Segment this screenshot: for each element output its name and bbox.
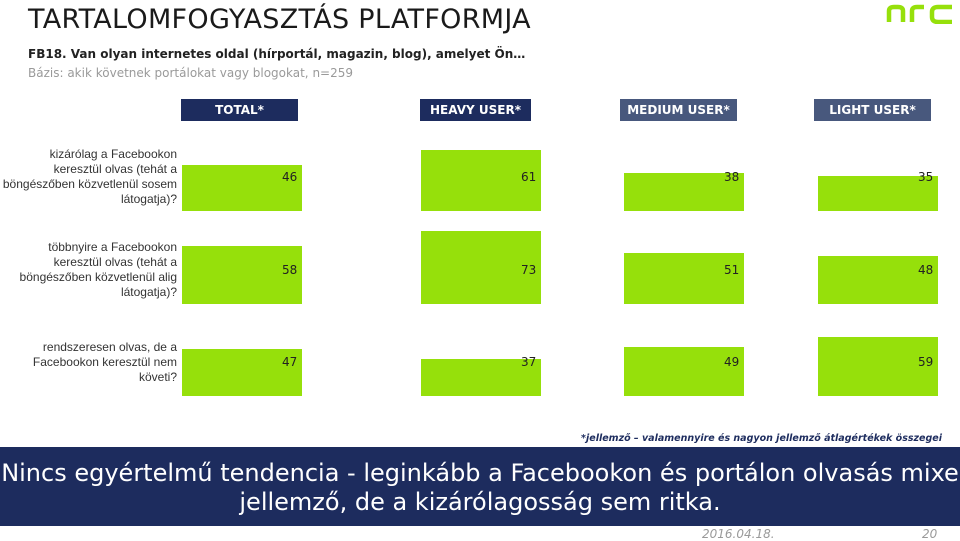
bar-2-3 <box>818 337 938 396</box>
value-label-0-1: 61 <box>521 170 537 184</box>
value-label-2-2: 49 <box>724 355 740 369</box>
column-header-0: TOTAL* <box>181 99 298 121</box>
bar-2-1 <box>421 359 541 396</box>
bar-1-0 <box>182 246 302 304</box>
column-header-1: HEAVY USER* <box>420 99 531 121</box>
row-label-2: rendszeresen olvas, de a Facebookon kere… <box>32 339 177 384</box>
page-number: 20 <box>922 527 938 541</box>
conclusion-banner: Nincs egyértelmű tendencia - leginkább a… <box>0 447 960 526</box>
bar-2-0 <box>182 349 302 396</box>
value-label-2-3: 59 <box>918 355 934 369</box>
nrc-logo: nrc <box>886 4 952 24</box>
bar-0-1 <box>421 150 541 211</box>
value-label-0-2: 38 <box>724 170 740 184</box>
bar-1-3 <box>818 256 938 304</box>
bar-0-3 <box>818 176 938 211</box>
column-header-2: MEDIUM USER* <box>620 99 737 121</box>
bar-0-2 <box>624 173 744 211</box>
value-label-2-0: 47 <box>282 355 298 369</box>
value-label-0-3: 35 <box>918 170 934 184</box>
date: 2016.04.18. <box>702 527 775 541</box>
value-label-1-2: 51 <box>724 263 740 277</box>
value-label-1-1: 73 <box>521 263 537 277</box>
page-title: TARTALOMFOGYASZTÁS PLATFORMJA <box>28 4 531 35</box>
column-header-3: LIGHT USER* <box>814 99 931 121</box>
value-label-1-0: 58 <box>282 263 298 277</box>
question-text: FB18. Van olyan internetes oldal (hírpor… <box>28 47 526 61</box>
bar-1-1 <box>421 231 541 304</box>
bar-1-2 <box>624 253 744 304</box>
value-label-0-0: 46 <box>282 170 298 184</box>
row-label-1: többnyire a Facebookon keresztül olvas (… <box>19 240 177 299</box>
bar-2-2 <box>624 347 744 396</box>
value-label-2-1: 37 <box>521 355 537 369</box>
footnote: *jellemző – valamennyire és nagyon jelle… <box>581 433 942 444</box>
row-label-0: kizárólag a Facebookon keresztül olvas (… <box>2 147 177 206</box>
value-label-1-3: 48 <box>918 263 934 277</box>
base-text: Bázis: akik követnek portálokat vagy blo… <box>28 66 354 80</box>
bar-0-0 <box>182 165 302 211</box>
